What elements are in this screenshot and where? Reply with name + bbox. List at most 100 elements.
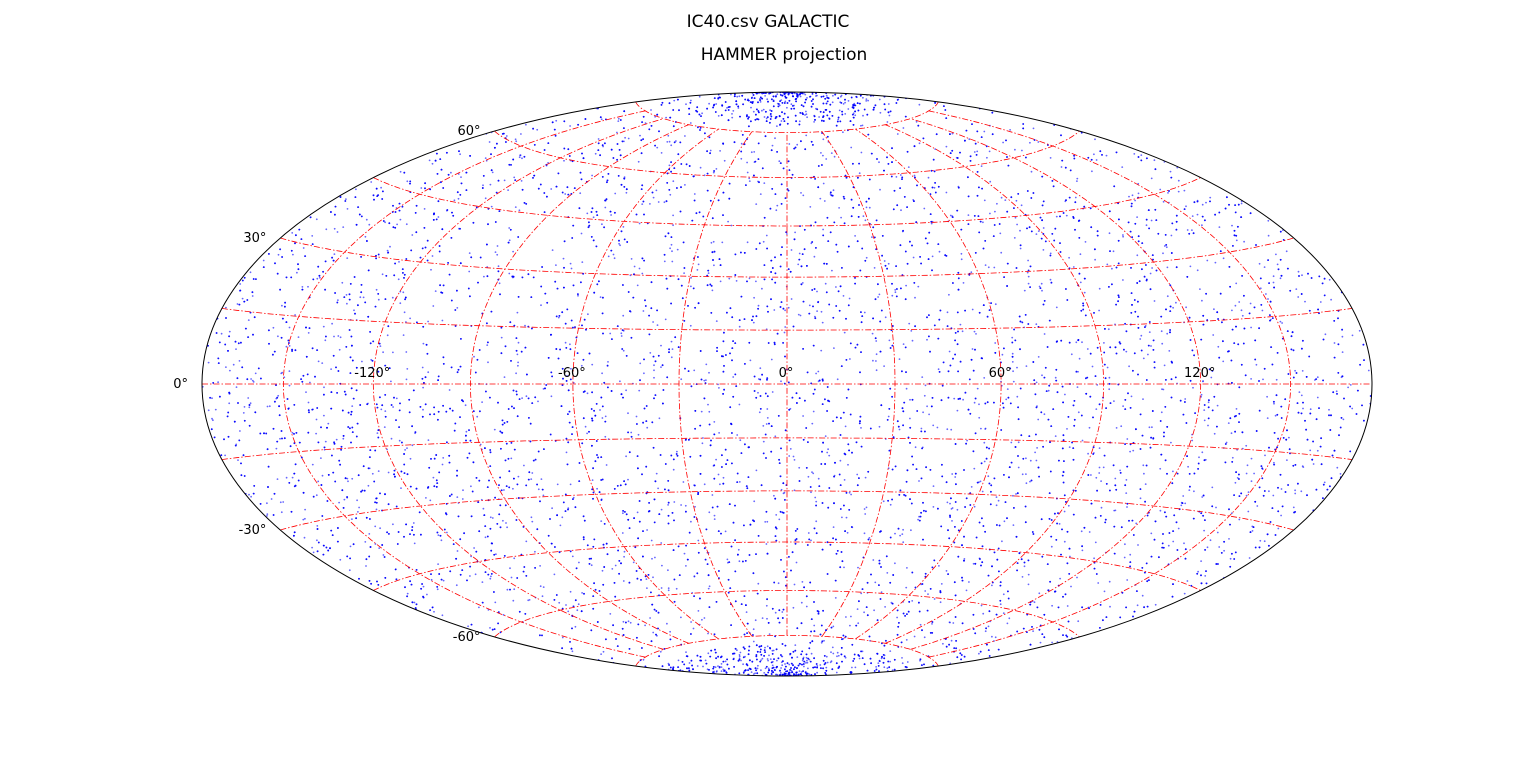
data-point: [432, 476, 435, 479]
data-point: [875, 369, 878, 372]
data-point: [888, 339, 891, 342]
data-point: [946, 428, 949, 431]
data-point: [1115, 427, 1118, 429]
data-point: [670, 243, 673, 246]
data-point: [409, 457, 412, 460]
data-point: [565, 451, 568, 454]
data-point: [918, 480, 920, 482]
data-point: [528, 599, 531, 601]
data-point: [315, 432, 317, 435]
data-point: [657, 201, 660, 203]
data-point: [711, 289, 714, 292]
data-point: [994, 636, 997, 639]
data-point: [824, 435, 827, 437]
data-point: [1301, 370, 1304, 372]
data-point: [1200, 560, 1202, 562]
data-point: [1065, 214, 1068, 217]
data-point: [483, 275, 485, 278]
data-point: [861, 650, 864, 653]
data-point: [850, 615, 852, 618]
data-point: [437, 216, 440, 218]
data-point: [968, 138, 971, 141]
data-point: [1245, 444, 1248, 447]
data-point: [819, 197, 822, 200]
data-point: [1192, 386, 1194, 389]
data-point: [832, 652, 835, 655]
data-point: [946, 311, 949, 314]
data-point: [600, 118, 603, 121]
data-point: [1055, 306, 1058, 309]
data-point: [1324, 333, 1327, 336]
data-point: [707, 403, 709, 406]
data-point: [924, 590, 927, 592]
data-point: [805, 110, 807, 113]
data-point: [661, 564, 663, 567]
data-point: [765, 543, 768, 545]
data-point: [1002, 141, 1004, 144]
data-point: [1330, 298, 1332, 301]
data-point: [1198, 456, 1200, 459]
data-point: [315, 218, 318, 221]
data-point: [816, 290, 818, 293]
data-point: [577, 294, 579, 297]
data-point: [207, 409, 210, 412]
data-point: [611, 568, 614, 570]
data-point: [517, 361, 519, 364]
data-point: [825, 158, 828, 160]
data-point: [398, 439, 401, 442]
data-point: [835, 671, 838, 674]
data-point: [357, 511, 359, 513]
data-point: [1049, 252, 1052, 255]
data-point: [984, 630, 987, 633]
data-point: [918, 103, 921, 106]
data-point: [802, 656, 805, 659]
data-point: [730, 224, 733, 227]
data-point: [356, 499, 358, 502]
data-point: [624, 136, 626, 139]
data-point: [1229, 557, 1232, 560]
data-point: [342, 437, 345, 440]
data-point: [579, 192, 582, 195]
data-point: [696, 269, 699, 271]
data-point: [517, 475, 520, 478]
data-point: [586, 212, 589, 215]
data-point: [1247, 491, 1250, 493]
data-point: [427, 371, 430, 374]
data-point: [919, 623, 922, 626]
data-point: [335, 438, 338, 441]
data-point: [1177, 527, 1180, 530]
data-point: [878, 425, 881, 428]
data-point: [982, 221, 984, 224]
data-point: [311, 463, 314, 466]
data-point: [333, 335, 335, 338]
data-point: [268, 405, 271, 408]
data-point: [266, 513, 269, 515]
data-point: [1246, 464, 1249, 467]
data-point: [599, 409, 601, 411]
data-point: [721, 241, 724, 244]
data-point: [808, 673, 811, 676]
data-point: [1316, 449, 1319, 452]
data-point: [780, 380, 782, 383]
data-point: [918, 142, 921, 145]
data-point: [805, 662, 807, 664]
data-point: [1223, 549, 1225, 552]
data-point: [1102, 466, 1105, 469]
data-point: [860, 151, 863, 154]
data-point: [778, 518, 781, 521]
data-point: [822, 138, 825, 141]
data-point: [1004, 199, 1007, 202]
data-point: [748, 180, 751, 183]
data-point: [1206, 259, 1209, 262]
data-point: [810, 242, 813, 245]
data-point: [806, 661, 809, 664]
data-point: [1148, 426, 1151, 429]
data-point: [247, 319, 250, 321]
data-point: [622, 349, 625, 352]
data-point: [736, 95, 739, 98]
data-point: [680, 378, 683, 381]
data-point: [953, 397, 956, 400]
data-point: [746, 241, 749, 244]
data-point: [281, 304, 283, 307]
data-point: [542, 586, 545, 588]
